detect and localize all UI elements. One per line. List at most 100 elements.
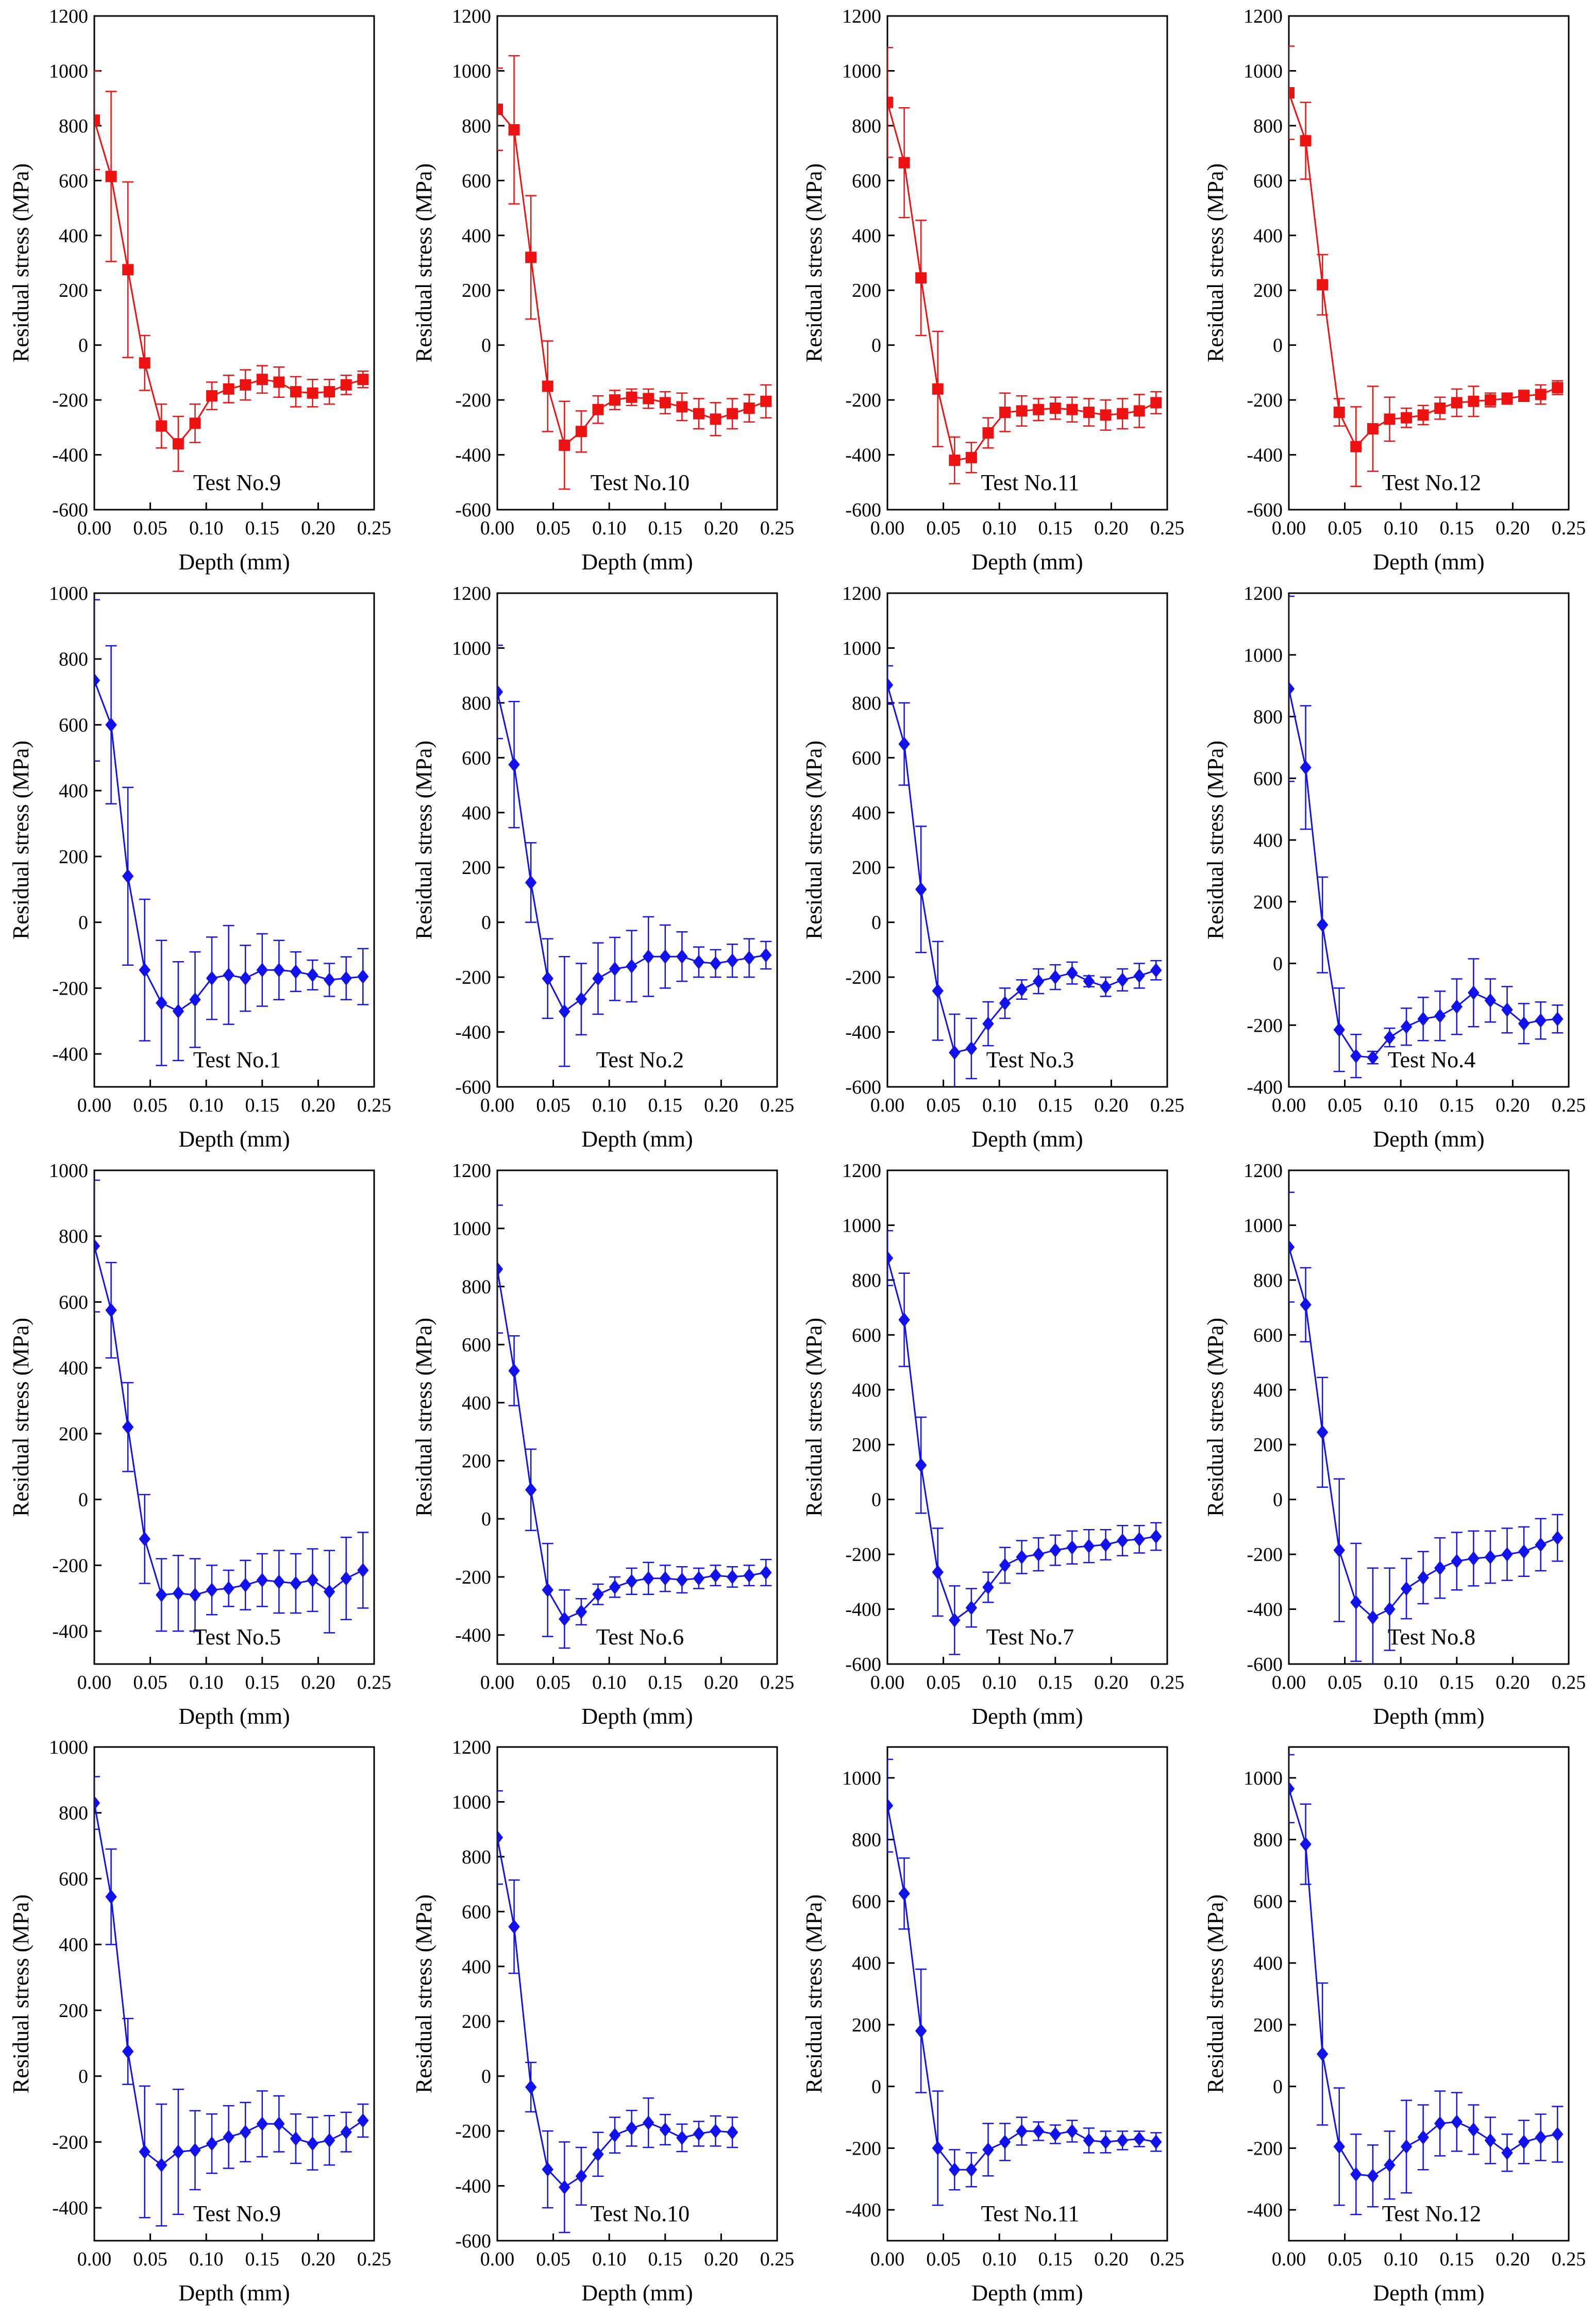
data-point bbox=[189, 1587, 201, 1602]
y-tick-label: 600 bbox=[59, 1868, 88, 1890]
x-tick-label: 0.20 bbox=[1094, 1095, 1129, 1116]
data-point bbox=[982, 1580, 994, 1594]
data-point bbox=[206, 2136, 218, 2151]
data-point bbox=[726, 2125, 738, 2140]
y-tick-label: 1000 bbox=[1244, 1768, 1283, 1789]
data-point bbox=[122, 2044, 134, 2059]
y-tick-label: -200 bbox=[845, 2138, 881, 2159]
y-tick-label: 1200 bbox=[49, 6, 88, 27]
x-tick-label: 0.15 bbox=[245, 1672, 280, 1693]
data-point bbox=[1384, 1602, 1396, 1617]
y-tick-label: 400 bbox=[852, 802, 881, 824]
data-point bbox=[932, 383, 944, 395]
y-tick-label: 800 bbox=[59, 1226, 88, 1248]
data-point bbox=[659, 2122, 671, 2137]
x-axis-label: Depth (mm) bbox=[971, 549, 1083, 575]
y-tick-label: -200 bbox=[1247, 1544, 1283, 1566]
x-tick-label: 0.05 bbox=[536, 517, 570, 539]
data-point bbox=[1501, 393, 1513, 405]
data-point bbox=[760, 395, 772, 407]
x-axis-label: Depth (mm) bbox=[178, 2280, 290, 2306]
data-point bbox=[949, 2162, 961, 2177]
chart-panel-r3c4: -600 -400 -200 0 200 400 600 800 1000 1200 0.00 0.0… bbox=[1203, 1160, 1586, 1729]
data-point bbox=[1518, 1544, 1530, 1559]
data-point bbox=[1289, 87, 1295, 99]
plot-frame bbox=[496, 1169, 778, 1665]
data-point bbox=[1417, 409, 1429, 421]
data-point bbox=[887, 678, 894, 693]
x-tick-label: 0.25 bbox=[760, 1672, 795, 1693]
series-group bbox=[1289, 1754, 1564, 2215]
data-point bbox=[1289, 1240, 1295, 1255]
data-point bbox=[710, 956, 721, 971]
data-point bbox=[340, 1571, 352, 1586]
x-tick-label: 0.20 bbox=[1094, 1672, 1129, 1693]
y-tick-label: 800 bbox=[462, 1846, 491, 1868]
y-tick-label: 800 bbox=[1253, 115, 1283, 137]
data-point bbox=[94, 114, 100, 126]
data-point bbox=[240, 379, 251, 391]
x-tick-label: 0.15 bbox=[1440, 1095, 1474, 1116]
data-point bbox=[887, 96, 893, 108]
panel-title: Test No.10 bbox=[591, 2201, 690, 2226]
data-point bbox=[290, 2131, 302, 2146]
x-tick-label: 0.15 bbox=[1038, 1095, 1073, 1116]
plot-frame bbox=[1288, 1746, 1570, 2242]
x-tick-label: 0.00 bbox=[1272, 1095, 1306, 1116]
x-tick-label: 0.25 bbox=[1150, 1095, 1185, 1116]
chart-panel-r4c3: -400 -200 0 200 400 600 800 1000 0.00 0.05 0.10 0.1… bbox=[801, 1746, 1184, 2306]
y-tick-label: 600 bbox=[462, 747, 491, 769]
data-point bbox=[643, 393, 654, 405]
data-point bbox=[1083, 974, 1095, 989]
data-point bbox=[206, 390, 218, 402]
data-point bbox=[508, 757, 520, 772]
y-tick-label: 200 bbox=[852, 857, 881, 879]
x-tick-label: 0.05 bbox=[536, 1095, 570, 1116]
x-tick-label: 0.05 bbox=[1328, 1672, 1362, 1693]
x-tick-label: 0.25 bbox=[1552, 2248, 1586, 2270]
x-tick-label: 0.25 bbox=[357, 1095, 392, 1116]
data-point bbox=[1451, 999, 1463, 1014]
y-axis-label: Residual stress (MPa) bbox=[1203, 1894, 1228, 2093]
series-group bbox=[887, 665, 1162, 1087]
data-point bbox=[727, 408, 738, 419]
y-tick-label: 200 bbox=[59, 1423, 88, 1445]
y-tick-label: -200 bbox=[52, 2131, 88, 2153]
data-point bbox=[1434, 1009, 1446, 1023]
x-tick-label: 0.00 bbox=[77, 2248, 112, 2270]
data-point bbox=[559, 1004, 570, 1019]
x-tick-label: 0.20 bbox=[1496, 1095, 1530, 1116]
y-tick-label: 1200 bbox=[842, 1160, 881, 1182]
data-point bbox=[676, 949, 688, 964]
y-tick-label: 1000 bbox=[49, 1160, 88, 1182]
y-tick-label: 1200 bbox=[452, 1160, 491, 1182]
data-point bbox=[887, 1251, 894, 1266]
data-point bbox=[1484, 993, 1497, 1008]
x-tick-label: 0.00 bbox=[870, 2248, 905, 2270]
y-tick-label: -600 bbox=[845, 1077, 881, 1098]
data-point bbox=[949, 455, 961, 466]
data-point bbox=[743, 402, 755, 414]
y-tick-label: -200 bbox=[455, 390, 491, 411]
y-tick-label: 400 bbox=[59, 780, 88, 802]
data-point bbox=[206, 1583, 218, 1598]
data-point bbox=[323, 2133, 335, 2148]
y-tick-label: 600 bbox=[462, 1334, 491, 1356]
data-point bbox=[999, 2135, 1011, 2149]
data-point bbox=[1417, 2130, 1429, 2145]
x-tick-label: 0.25 bbox=[1552, 1095, 1586, 1116]
y-tick-label: -400 bbox=[845, 1022, 881, 1044]
data-point bbox=[1350, 1049, 1362, 1064]
y-axis-label: Residual stress (MPa) bbox=[411, 163, 436, 362]
y-tick-label: -400 bbox=[1247, 445, 1283, 466]
data-point bbox=[223, 2129, 234, 2144]
x-tick-label: 0.20 bbox=[301, 517, 335, 539]
data-point bbox=[122, 1420, 134, 1435]
x-tick-label: 0.05 bbox=[926, 517, 961, 539]
x-tick-label: 0.05 bbox=[536, 2248, 570, 2270]
data-point bbox=[139, 357, 150, 369]
y-tick-label: 800 bbox=[462, 693, 491, 714]
panel-title: Test No.7 bbox=[986, 1624, 1074, 1650]
y-axis-label: Residual stress (MPa) bbox=[411, 1318, 436, 1517]
